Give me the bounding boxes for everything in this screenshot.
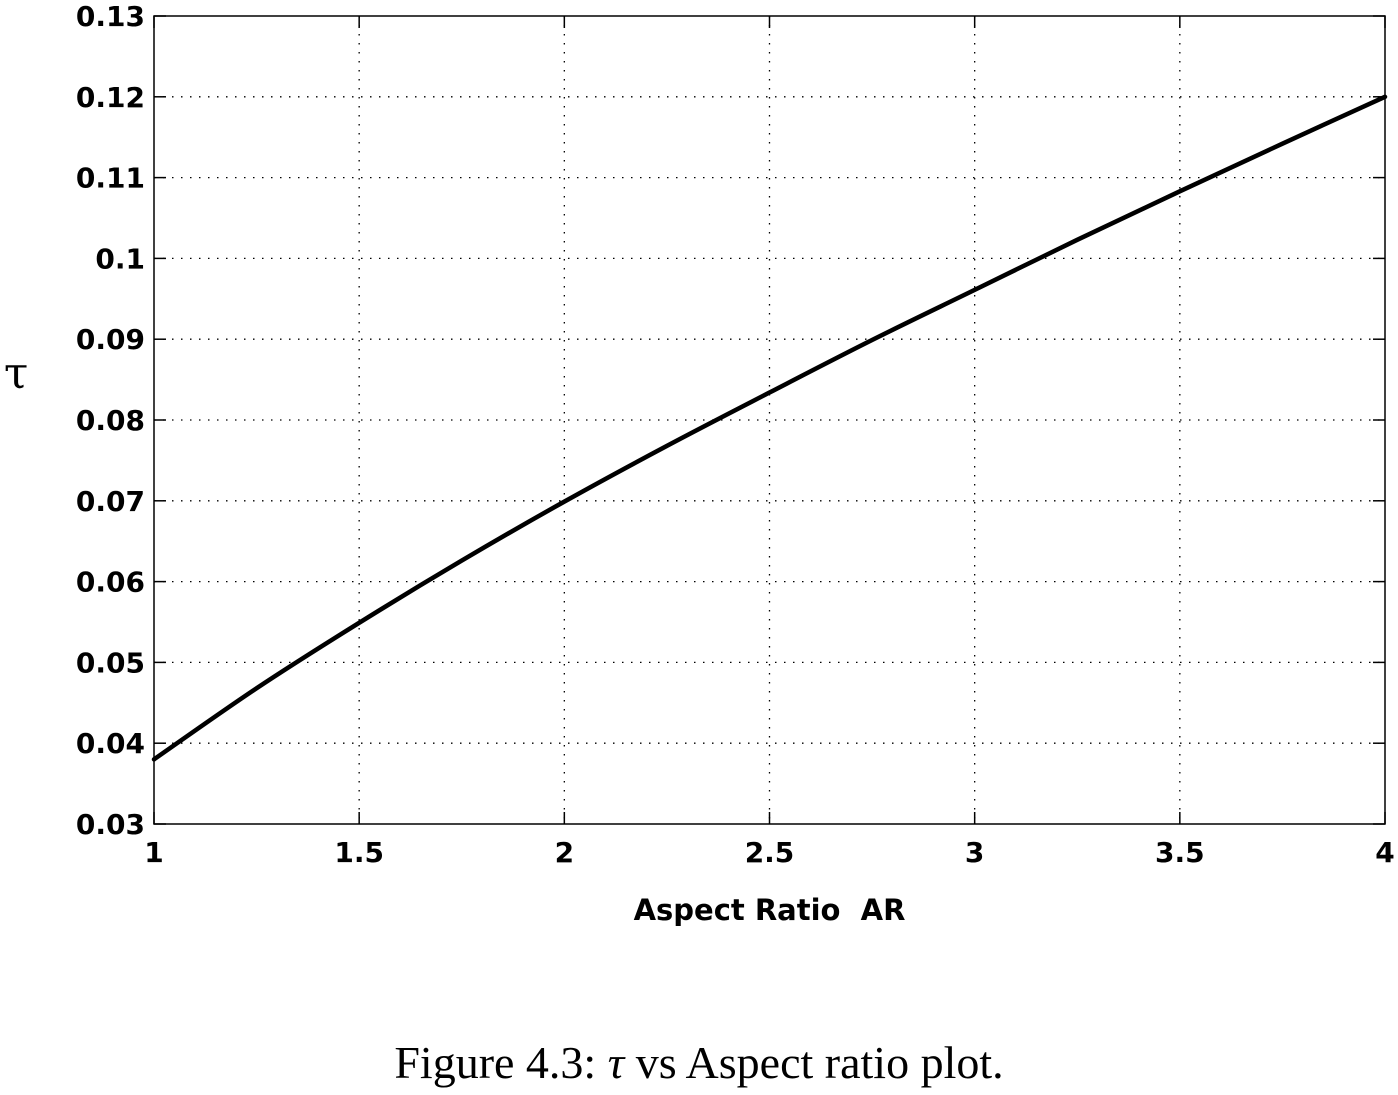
y-tick-label: 0.11 (76, 162, 145, 195)
caption-tau-symbol: τ (607, 1037, 625, 1088)
y-tick-label: 0.09 (76, 323, 145, 356)
y-axis-label: τ (4, 348, 28, 399)
figure-caption: Figure 4.3: τ vs Aspect ratio plot. (0, 1040, 1398, 1086)
x-tick-label: 1 (144, 836, 163, 869)
y-tick-label: 0.07 (76, 485, 145, 518)
chart: 1 1.5 2 2.5 3 3.5 4 0.030.040.050.060.070.080.… (4, 0, 1395, 927)
x-tick-labels: 1 1.5 2 2.5 3 3.5 4 (144, 836, 1394, 869)
x-tick-label: 3.5 (1155, 836, 1205, 869)
x-tick-label: 1.5 (334, 836, 384, 869)
x-tick-label: 2.5 (745, 836, 795, 869)
grid-lines (154, 16, 1385, 824)
x-tick-label: 4 (1375, 836, 1394, 869)
y-tick-label: 0.08 (76, 404, 145, 437)
x-tick-label: 2 (555, 836, 574, 869)
y-tick-label: 0.04 (76, 727, 145, 760)
y-tick-label: 0.06 (76, 566, 145, 599)
x-tick-label: 3 (965, 836, 984, 869)
tick-marks (153, 15, 1386, 825)
series-line (151, 94, 1388, 762)
y-tick-label: 0.12 (76, 81, 145, 114)
x-axis-label: Aspect Ratio AR (634, 893, 906, 927)
y-tick-labels: 0.03 0.04 0.05 0.06 0.07 0.08 0.09 0.1 0.11 0.12 0… (76, 0, 145, 841)
y-tick-label: 0.03 (76, 808, 145, 841)
y-tick-label: 0.05 (76, 646, 145, 679)
y-tick-label: 0.1 (95, 242, 145, 275)
caption-prefix: Figure 4.3: (394, 1037, 608, 1088)
y-tick-label: 0.13 (76, 0, 145, 33)
plot-frame (153, 15, 1386, 825)
caption-suffix: vs Aspect ratio plot. (624, 1037, 1004, 1088)
